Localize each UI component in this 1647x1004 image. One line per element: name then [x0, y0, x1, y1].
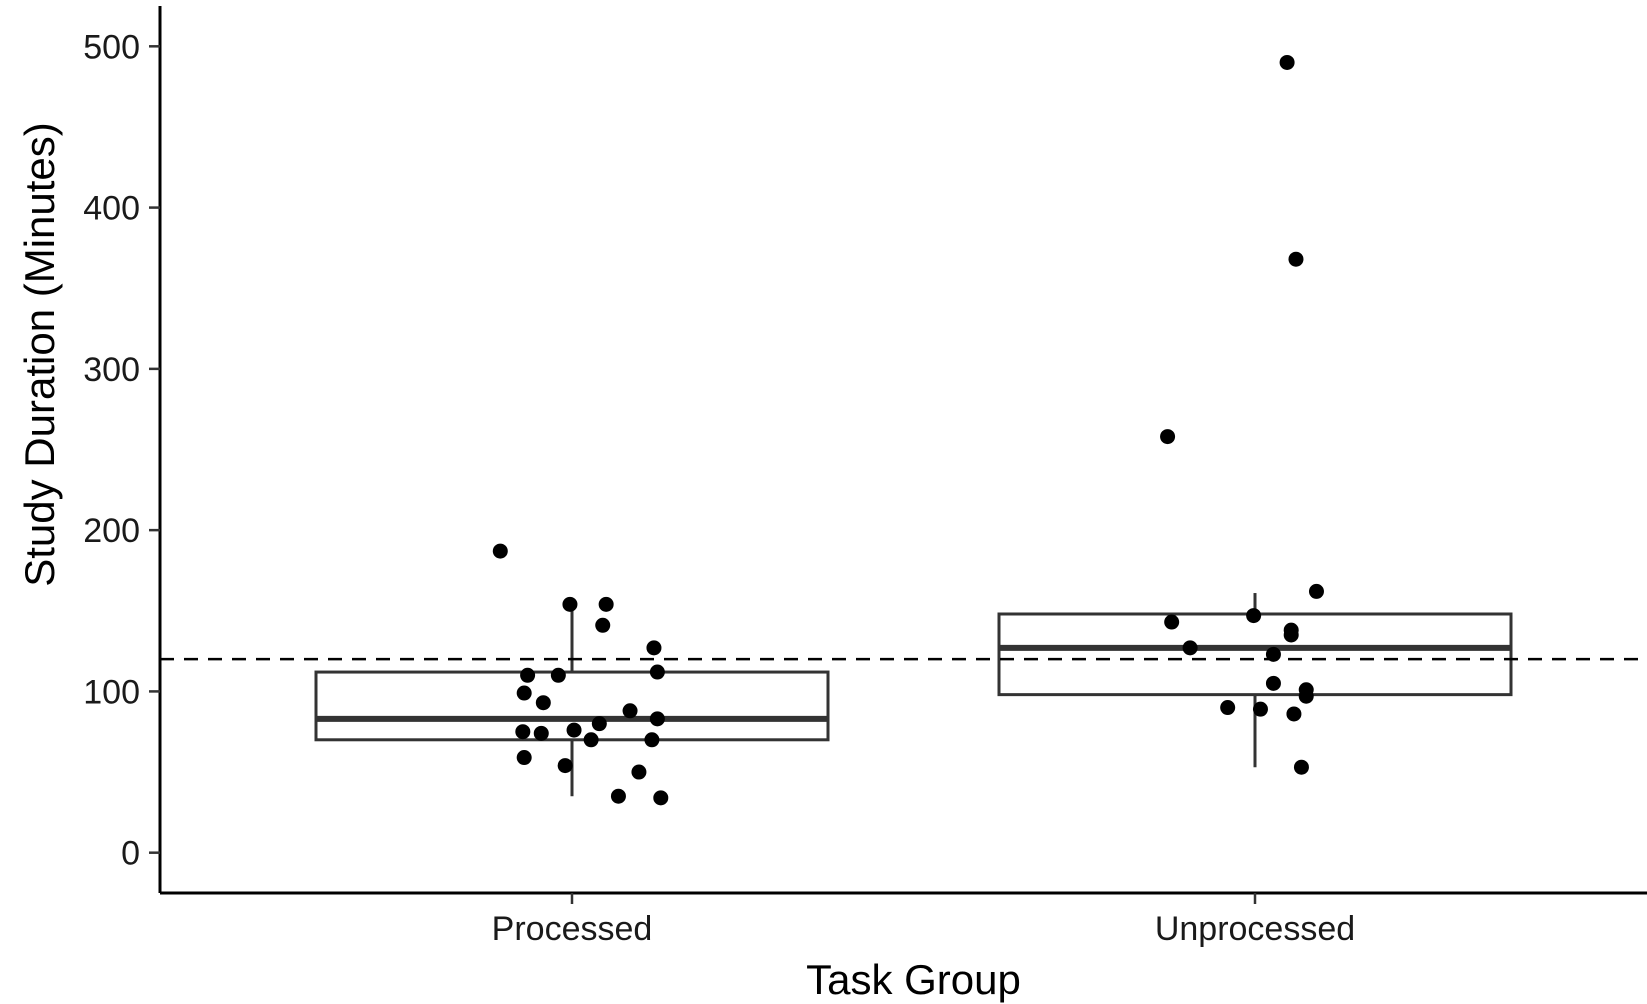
data-point	[566, 722, 582, 738]
y-tick-label: 500	[83, 28, 140, 66]
data-point	[550, 667, 566, 683]
data-point	[631, 764, 647, 780]
data-point	[610, 788, 626, 804]
data-point	[516, 685, 532, 701]
data-point	[1286, 706, 1302, 722]
y-tick-label: 200	[83, 512, 140, 550]
data-point	[644, 732, 660, 748]
data-point	[1164, 614, 1180, 630]
data-point	[646, 640, 662, 656]
data-point	[535, 695, 551, 711]
x-tick-label: Unprocessed	[1155, 910, 1355, 948]
axes: 0 100 200 300 400 500 Processed Unprocessed	[83, 6, 1647, 948]
x-tick-label: Processed	[492, 910, 653, 948]
y-axis-title: Study Duration (Minutes)	[16, 122, 63, 587]
data-point	[1279, 54, 1295, 70]
data-point	[533, 725, 549, 741]
data-point	[583, 732, 599, 748]
box-iqr	[314, 670, 830, 742]
y-tick-label: 0	[121, 835, 140, 873]
y-tick-label: 400	[83, 190, 140, 228]
data-point	[1293, 759, 1309, 775]
data-point	[1220, 700, 1236, 716]
data-point	[622, 703, 638, 719]
data-point	[591, 716, 607, 732]
data-point	[562, 596, 578, 612]
data-point	[653, 790, 669, 806]
data-point	[515, 724, 531, 740]
y-tick-label: 100	[83, 673, 140, 711]
data-point	[1308, 583, 1324, 599]
plot-area	[160, 54, 1647, 806]
data-point	[520, 667, 536, 683]
x-axis-title: Task Group	[806, 956, 1021, 1003]
data-point	[649, 711, 665, 727]
data-point	[1298, 688, 1314, 704]
data-point	[598, 596, 614, 612]
data-point	[1265, 675, 1281, 691]
data-point	[557, 758, 573, 774]
data-point	[1160, 429, 1176, 445]
data-point	[516, 750, 532, 766]
box-iqr	[997, 612, 1513, 697]
box-processed	[314, 604, 830, 797]
data-point	[1288, 251, 1304, 267]
data-point	[1182, 640, 1198, 656]
data-point	[595, 617, 611, 633]
data-point	[1252, 701, 1268, 717]
data-point	[1283, 627, 1299, 643]
data-point	[649, 664, 665, 680]
data-point	[1246, 608, 1262, 624]
y-tick-label: 300	[83, 351, 140, 389]
data-point	[492, 543, 508, 559]
data-point	[1265, 646, 1281, 662]
